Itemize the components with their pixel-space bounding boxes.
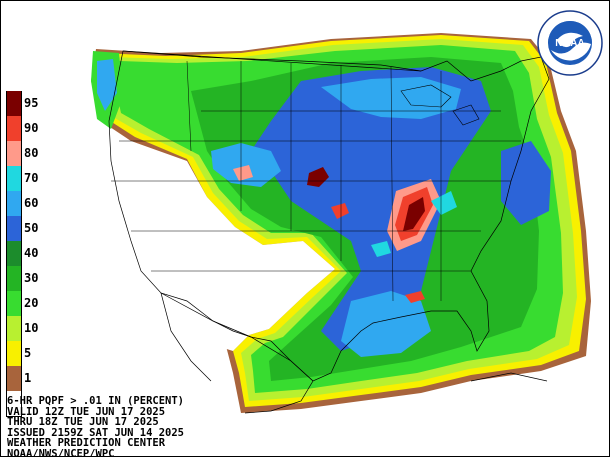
core-90pct-c — [331, 203, 349, 219]
band-50pct-east — [501, 141, 551, 225]
legend-bin-20: 20 — [6, 291, 38, 316]
pacific-nw-blue — [97, 59, 117, 111]
legend-swatch — [6, 191, 22, 216]
legend-swatch — [6, 216, 22, 241]
legend-label: 50 — [24, 221, 39, 235]
legend-bottom-rule — [6, 416, 22, 417]
legend-swatch — [6, 141, 22, 166]
core-80pct-d — [233, 165, 253, 181]
legend-swatch — [6, 366, 22, 391]
core-90pct-f — [405, 291, 425, 303]
canada-border — [122, 50, 422, 72]
caption-product: 6-HR PQPF > .01 IN (PERCENT) — [7, 395, 185, 407]
core-95pct-a — [403, 197, 425, 231]
great-lakes — [400, 84, 480, 126]
cuba — [470, 372, 548, 382]
caption-valid: VALID 12Z TUE JUN 17 2025 — [7, 405, 166, 418]
probability-field — [91, 33, 591, 413]
state-lines — [111, 60, 521, 302]
caption-issued: ISSUED 2159Z SAT JUN 14 2025 — [7, 426, 185, 439]
legend-bin-zero — [6, 391, 22, 416]
legend-swatch — [6, 316, 22, 341]
legend-label: 80 — [24, 146, 39, 160]
legend-bin-90: 90 — [6, 116, 38, 141]
band-60pct-west — [211, 143, 281, 187]
legend-label: 30 — [24, 271, 39, 285]
legend-label: 90 — [24, 121, 39, 135]
caption-center: WEATHER PREDICTION CENTER — [7, 437, 166, 450]
band-60pct-south — [341, 291, 431, 357]
legend-label: 10 — [24, 321, 39, 335]
legend-swatch — [6, 116, 22, 141]
caption-thru: THRU 18Z TUE JUN 17 2025 — [7, 416, 159, 429]
legend-bin-95: 95 — [6, 91, 38, 116]
band-50pct — [251, 67, 491, 351]
legend-swatch — [6, 241, 22, 266]
legend-bin-10: 10 — [6, 316, 38, 341]
mexico-border — [160, 292, 314, 382]
legend-label: 60 — [24, 196, 39, 210]
legend-label: 20 — [24, 296, 39, 310]
legend-label: 1 — [24, 371, 32, 385]
legend-swatch — [6, 391, 22, 416]
legend-label: 95 — [24, 96, 39, 110]
boundaries — [108, 50, 550, 414]
legend-swatch — [6, 166, 22, 191]
legend-swatch — [6, 266, 22, 291]
core-95pct-b — [307, 167, 329, 187]
caption: 6-HR PQPF > .01 IN (PERCENT) VALID 12Z T… — [7, 395, 185, 457]
band-70pct-b — [371, 241, 391, 257]
noaa-logo-text: NOAA — [555, 38, 584, 49]
legend-label: 5 — [24, 346, 32, 360]
dry-west-region — [121, 141, 335, 351]
legend-bin-80: 80 — [6, 141, 38, 166]
legend-swatch — [6, 91, 22, 116]
baja — [160, 292, 212, 382]
legend-bin-30: 30 — [6, 266, 38, 291]
legend-label: 70 — [24, 171, 39, 185]
legend-bin-60: 60 — [6, 191, 38, 216]
legend-bin-40: 40 — [6, 241, 38, 266]
legend-label: 40 — [24, 246, 39, 260]
legend-bin-50: 50 — [6, 216, 38, 241]
noaa-logo: NOAA — [537, 10, 603, 76]
legend-bin-70: 70 — [6, 166, 38, 191]
caption-agency: NOAA/NWS/NCEP/WPC — [7, 447, 115, 457]
legend-bin-5: 5 — [6, 341, 31, 366]
band-70pct-a — [431, 191, 457, 215]
mexico-coast — [244, 380, 314, 414]
band-60pct-north — [321, 77, 461, 119]
legend-bin-1: 1 — [6, 366, 31, 391]
legend-swatch — [6, 291, 22, 316]
legend-swatch — [6, 341, 22, 366]
